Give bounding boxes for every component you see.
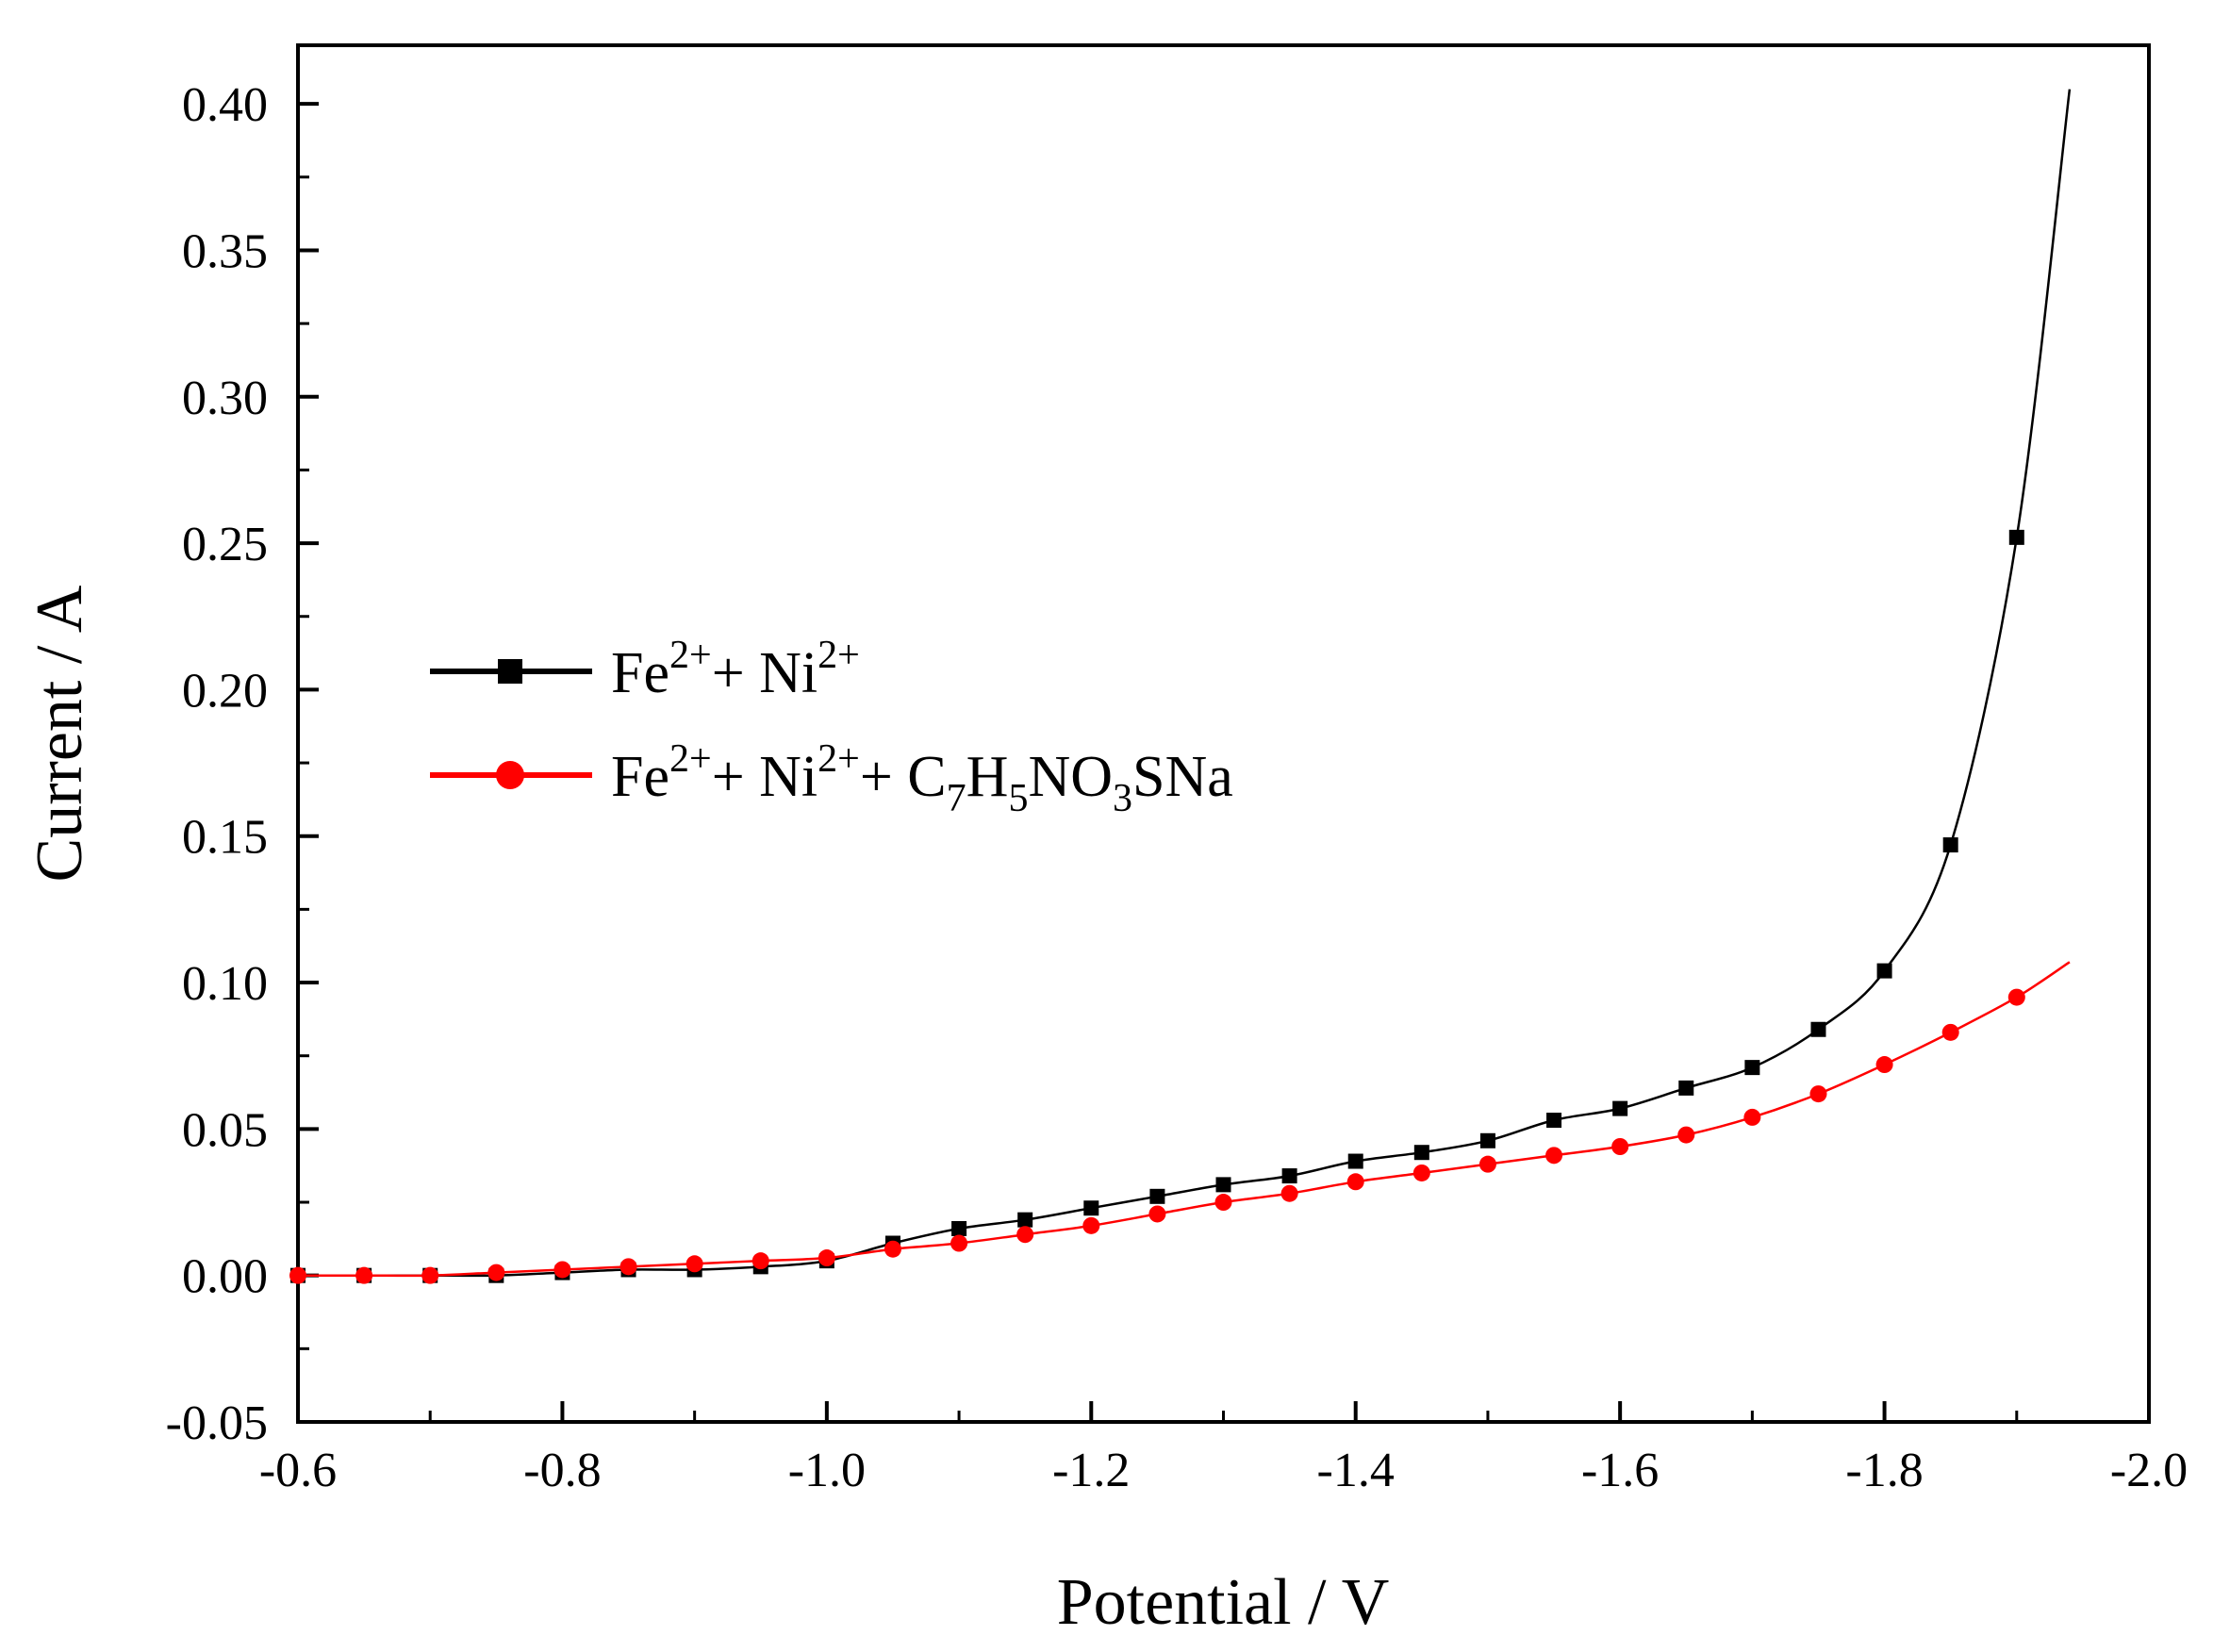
series-2-point — [1148, 1205, 1166, 1223]
series-2-point — [1941, 1023, 1959, 1041]
series-2-point — [950, 1234, 968, 1252]
legend-label-part: 5 — [1008, 777, 1028, 820]
series-2-point — [1743, 1108, 1761, 1126]
series-1-point — [1546, 1113, 1562, 1129]
y-tick-label: 0.10 — [182, 957, 268, 1011]
series-1-point — [1876, 963, 1892, 979]
y-tick-label: 0.00 — [182, 1250, 268, 1304]
x-tick-label: -1.4 — [1317, 1444, 1395, 1497]
series-2-point — [289, 1266, 306, 1284]
legend-label-part: 2+ — [818, 737, 860, 781]
series-2-point — [355, 1266, 373, 1284]
series-2-point — [1412, 1164, 1430, 1181]
series-2-point — [1809, 1085, 1827, 1103]
series-1-point — [1215, 1177, 1231, 1193]
series-1-point — [1281, 1168, 1297, 1184]
series-1-point — [1149, 1188, 1165, 1204]
series-2-point — [1280, 1184, 1298, 1202]
legend-label-part: 2+ — [669, 737, 712, 781]
legend-label-part: + Ni — [712, 745, 818, 809]
series-2-point — [619, 1258, 637, 1276]
legend-label-part: 2+ — [818, 634, 860, 677]
legend-label-part: 3 — [1113, 777, 1132, 820]
y-tick-label: 0.30 — [182, 372, 268, 425]
legend-label-part: 2+ — [669, 634, 712, 677]
series-line-2 — [298, 961, 2071, 1278]
x-tick-label: -1.8 — [1845, 1444, 1923, 1497]
legend-label-part: Fe — [611, 641, 669, 705]
x-tick-label: -1.0 — [788, 1444, 866, 1497]
series-2-point — [553, 1261, 571, 1279]
y-tick-label: 0.40 — [182, 78, 268, 132]
y-tick-label: 0.15 — [182, 811, 268, 865]
legend-swatch-marker-1 — [498, 659, 522, 684]
x-tick-label: -1.6 — [1581, 1444, 1659, 1497]
series-2-point — [884, 1240, 901, 1258]
series-1-point — [1810, 1021, 1826, 1037]
series-2-point — [487, 1264, 505, 1281]
legend-label-part: Fe — [611, 745, 669, 809]
series-1-point — [1017, 1212, 1033, 1228]
x-tick-label: -2.0 — [2110, 1444, 2188, 1497]
series-1-point — [1612, 1100, 1628, 1116]
series-markers — [289, 529, 2025, 1284]
y-tick-label: 0.25 — [182, 518, 268, 571]
legend-label-part: NO — [1028, 745, 1113, 809]
series-2-point — [818, 1249, 835, 1267]
legend-label-part: H — [966, 745, 1009, 809]
y-tick-label: -0.05 — [166, 1396, 268, 1450]
legend-swatch-marker-2 — [496, 761, 524, 789]
series-1-point — [1678, 1080, 1694, 1096]
x-tick-label: -1.2 — [1052, 1444, 1130, 1497]
x-tick-label: -0.6 — [259, 1444, 337, 1497]
series-2-point — [1611, 1138, 1629, 1155]
series-1-point — [1744, 1060, 1760, 1076]
series-2-point — [752, 1252, 769, 1270]
x-axis-title: Potential / V — [1057, 1566, 1390, 1639]
series-2-point — [1545, 1147, 1563, 1165]
plot-area — [296, 43, 2151, 1424]
series-1-point — [951, 1220, 967, 1236]
series-1-point — [1479, 1132, 1495, 1148]
x-axis: -0.6 -0.8 -1.0 -1.2 -1.4 -1.6 -1.8 -2.0 — [259, 1401, 2188, 1497]
series-1-point — [1413, 1145, 1429, 1161]
legend-label-part: SNa — [1132, 745, 1233, 809]
legend-label-2: Fe2++ Ni2++ C7H5NO3SNa — [611, 737, 1233, 820]
legend-label-1: Fe2++ Ni2+ — [611, 634, 860, 705]
series-1-point — [2008, 529, 2024, 545]
y-tick-label: 0.35 — [182, 224, 268, 278]
series-1-point — [1942, 837, 1958, 853]
y-tick-label: 0.05 — [182, 1103, 268, 1157]
series-2-point — [2007, 988, 2025, 1006]
series-2-point — [1478, 1155, 1496, 1173]
legend: Fe2++ Ni2+Fe2++ Ni2++ C7H5NO3SNa — [430, 634, 1233, 820]
series-1-point — [1083, 1200, 1099, 1216]
y-tick-label: 0.20 — [182, 664, 268, 718]
series-1-point — [1347, 1153, 1363, 1169]
series-2-point — [1016, 1226, 1034, 1244]
y-axis: -0.05 0.00 0.05 0.10 0.15 0.20 0.25 0.30 0.35 0.4… — [166, 78, 319, 1450]
series-2-point — [1677, 1126, 1695, 1144]
series-2-point — [1346, 1173, 1364, 1191]
legend-label-part: + Ni — [712, 641, 818, 705]
series-2-point — [421, 1266, 439, 1284]
y-axis-title: Current / A — [24, 585, 96, 882]
series-2-point — [1875, 1056, 1893, 1074]
series-2-point — [686, 1255, 703, 1273]
legend-label-part: + C — [860, 745, 947, 809]
legend-label-part: 7 — [947, 777, 966, 820]
series-2-point — [1082, 1216, 1100, 1234]
x-tick-label: -0.8 — [523, 1444, 601, 1497]
series-2-point — [1214, 1194, 1232, 1212]
